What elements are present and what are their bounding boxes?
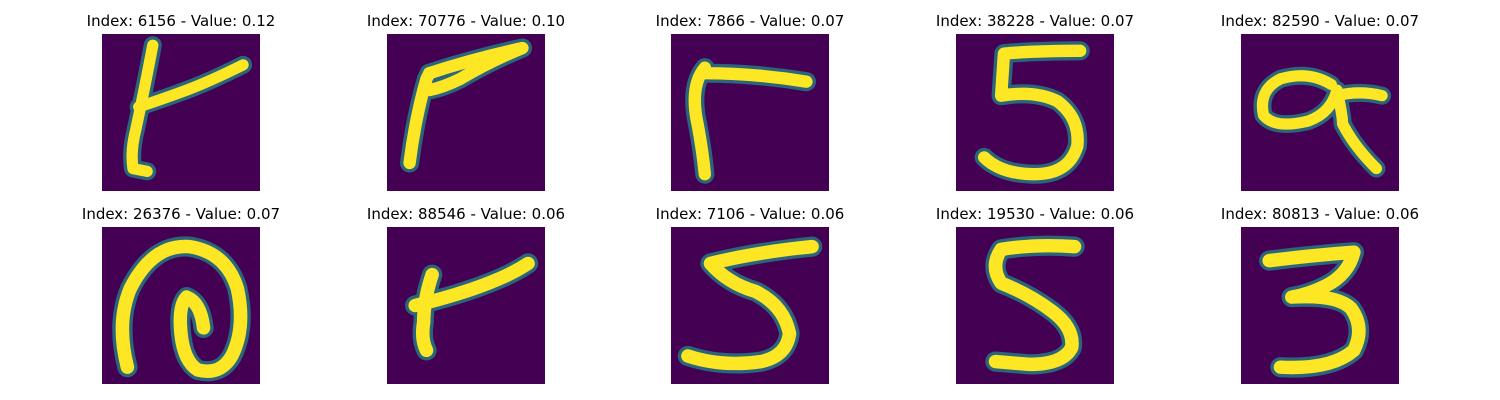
panel-title: Index: 7106 - Value: 0.06 bbox=[655, 205, 845, 223]
panel-title: Index: 7866 - Value: 0.07 bbox=[655, 12, 845, 30]
panel-1: Index: 6156 - Value: 0.12 bbox=[51, 12, 311, 192]
panel-title: Index: 80813 - Value: 0.06 bbox=[1220, 205, 1420, 223]
handwritten-glyph-t-icon bbox=[102, 34, 260, 191]
panel-5: Index: 82590 - Value: 0.07 bbox=[1190, 12, 1450, 192]
panel-title: Index: 70776 - Value: 0.10 bbox=[366, 12, 566, 30]
panel-10: Index: 80813 - Value: 0.06 bbox=[1190, 205, 1450, 385]
panel-3: Index: 7866 - Value: 0.07 bbox=[620, 12, 880, 192]
handwritten-digit-5-icon bbox=[956, 34, 1114, 191]
panel-4: Index: 38228 - Value: 0.07 bbox=[905, 12, 1165, 192]
panel-7: Index: 88546 - Value: 0.06 bbox=[336, 205, 596, 385]
panel-2: Index: 70776 - Value: 0.10 bbox=[336, 12, 596, 192]
panel-8: Index: 7106 - Value: 0.06 bbox=[620, 205, 880, 385]
handwritten-glyph-r-icon bbox=[671, 34, 829, 191]
handwritten-digit-5-icon bbox=[956, 227, 1114, 384]
handwritten-glyph-a-icon bbox=[1241, 34, 1399, 191]
panel-title: Index: 19530 - Value: 0.06 bbox=[935, 205, 1135, 223]
panel-title: Index: 6156 - Value: 0.12 bbox=[86, 12, 276, 30]
panel-title: Index: 82590 - Value: 0.07 bbox=[1220, 12, 1420, 30]
handwritten-digit-5-icon bbox=[671, 227, 829, 384]
handwritten-glyph-f-icon bbox=[387, 34, 545, 191]
handwritten-glyph-loop-icon bbox=[102, 227, 260, 384]
panel-6: Index: 26376 - Value: 0.07 bbox=[51, 205, 311, 385]
panel-title: Index: 88546 - Value: 0.06 bbox=[366, 205, 566, 223]
panel-9: Index: 19530 - Value: 0.06 bbox=[905, 205, 1165, 385]
handwritten-glyph-r-icon bbox=[387, 227, 545, 384]
panel-title: Index: 38228 - Value: 0.07 bbox=[935, 12, 1135, 30]
panel-title: Index: 26376 - Value: 0.07 bbox=[81, 205, 281, 223]
handwritten-digit-3-icon bbox=[1241, 227, 1399, 384]
